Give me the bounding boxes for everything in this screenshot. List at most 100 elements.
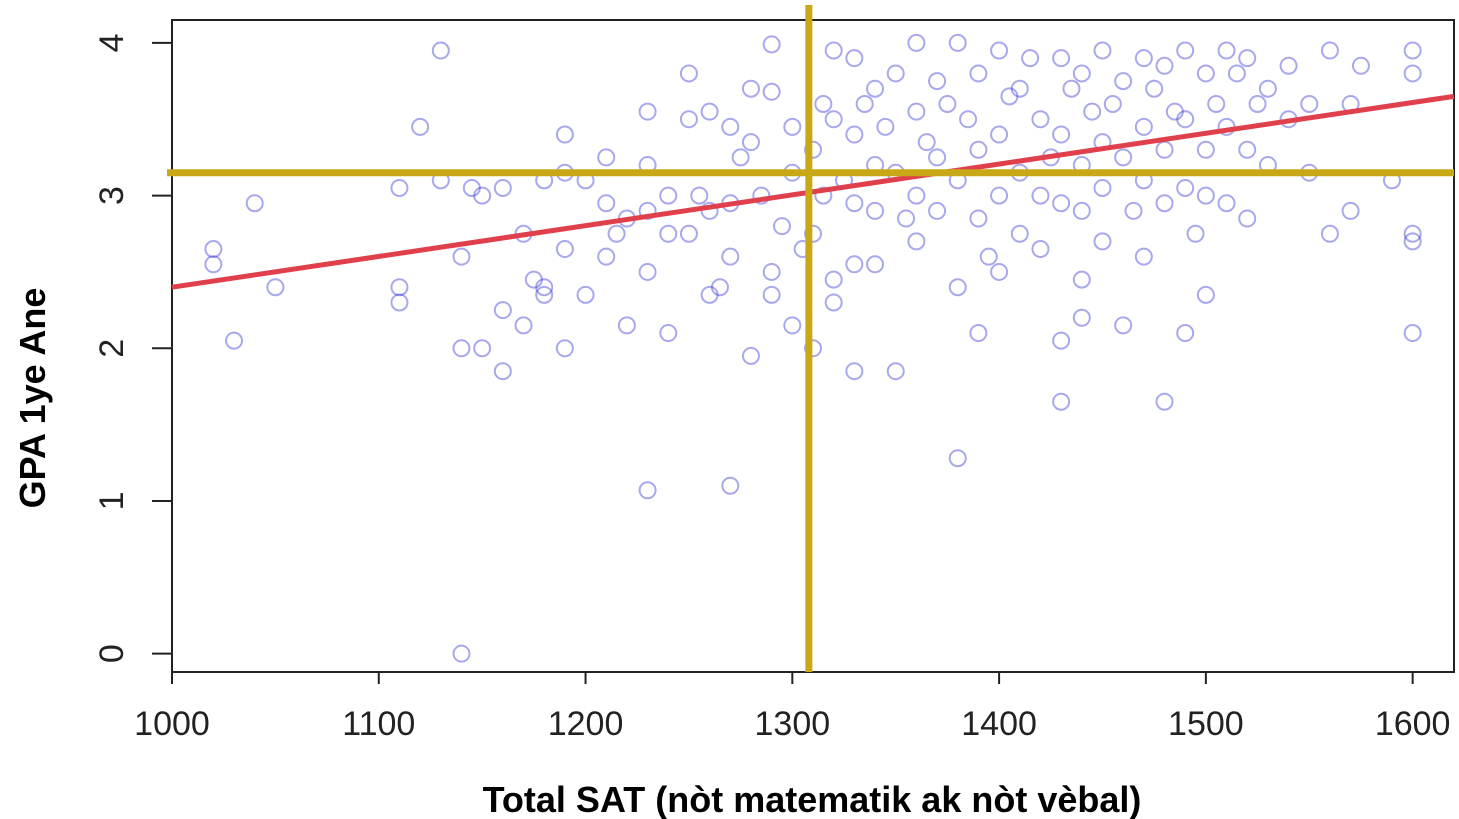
data-point	[741, 346, 760, 365]
data-point	[990, 262, 1009, 281]
x-tick-label: 1600	[1375, 705, 1451, 743]
data-point	[1134, 49, 1153, 68]
data-point	[845, 125, 864, 144]
data-point	[1114, 316, 1133, 335]
data-point	[1031, 110, 1050, 129]
data-point	[814, 186, 833, 205]
data-point	[959, 110, 978, 129]
data-point	[804, 140, 822, 159]
data-point	[928, 72, 947, 91]
data-point	[1114, 148, 1133, 167]
data-point	[721, 247, 740, 266]
data-point	[928, 201, 947, 220]
data-point	[1052, 392, 1071, 411]
data-point	[1351, 56, 1370, 75]
data-point	[607, 224, 626, 243]
data-point	[855, 94, 874, 113]
data-point	[659, 186, 678, 205]
data-point	[452, 339, 471, 358]
data-point	[1155, 56, 1174, 75]
y-tick-label: 4	[93, 33, 131, 52]
data-point	[1155, 392, 1174, 411]
data-point	[617, 316, 636, 335]
data-point	[721, 117, 740, 136]
data-point	[576, 285, 595, 304]
data-point	[597, 148, 616, 167]
data-point	[493, 362, 512, 381]
data-point	[690, 186, 709, 205]
data-point	[679, 110, 698, 129]
data-point	[452, 644, 471, 663]
data-point	[1207, 94, 1226, 113]
data-point	[659, 324, 678, 343]
data-point	[907, 102, 926, 121]
data-point	[1238, 49, 1257, 68]
data-point	[1196, 285, 1215, 304]
data-point	[948, 449, 967, 468]
data-point	[1072, 64, 1091, 83]
data-point	[638, 262, 657, 281]
data-point	[1403, 324, 1422, 343]
data-point	[1165, 102, 1184, 121]
data-point	[700, 102, 719, 121]
data-point	[1072, 201, 1091, 220]
data-point	[390, 278, 409, 297]
data-point	[721, 476, 740, 495]
data-point	[1258, 79, 1277, 98]
data-point	[1341, 201, 1360, 220]
data-point	[1403, 64, 1422, 83]
data-point	[752, 186, 771, 205]
data-point	[762, 262, 781, 281]
data-point	[1021, 49, 1040, 68]
data-point	[824, 110, 843, 129]
data-point	[741, 79, 760, 98]
y-tick-label: 3	[93, 186, 131, 205]
data-point	[824, 41, 843, 60]
data-point	[741, 133, 760, 152]
data-point	[845, 49, 864, 68]
data-point	[907, 186, 926, 205]
data-point	[1031, 186, 1050, 205]
data-point	[917, 133, 936, 152]
data-point	[710, 278, 729, 297]
data-point	[1176, 178, 1195, 197]
data-point	[1248, 94, 1267, 113]
data-point	[990, 125, 1009, 144]
data-point	[845, 362, 864, 381]
data-point	[1279, 56, 1298, 75]
data-point	[1176, 41, 1195, 60]
data-point	[1093, 232, 1112, 251]
data-point	[948, 278, 967, 297]
y-axis-title: GPA 1ye Ane	[12, 288, 53, 509]
data-point	[204, 255, 223, 274]
data-point	[700, 285, 719, 304]
data-point	[679, 224, 698, 243]
data-point	[1227, 64, 1246, 83]
data-point	[866, 255, 885, 274]
data-point	[1196, 64, 1215, 83]
data-point	[1052, 331, 1071, 350]
data-point	[969, 209, 988, 228]
data-point	[731, 148, 750, 167]
data-point	[1072, 270, 1091, 289]
overlay-lines	[167, 5, 1455, 672]
data-point	[1052, 125, 1071, 144]
data-point	[907, 33, 926, 52]
data-point	[473, 339, 492, 358]
data-point	[824, 270, 843, 289]
data-point	[597, 194, 616, 213]
data-point	[1238, 209, 1257, 228]
data-point	[204, 240, 223, 259]
data-point	[1031, 240, 1050, 259]
data-point	[990, 186, 1009, 205]
data-point	[1010, 79, 1029, 98]
data-point	[225, 331, 244, 350]
data-points	[204, 33, 1422, 663]
data-point	[1320, 41, 1339, 60]
data-point	[1196, 186, 1215, 205]
data-point	[783, 117, 802, 136]
data-point	[1217, 41, 1236, 60]
data-point	[266, 278, 285, 297]
regression-line	[171, 93, 1455, 290]
data-point	[979, 247, 998, 266]
